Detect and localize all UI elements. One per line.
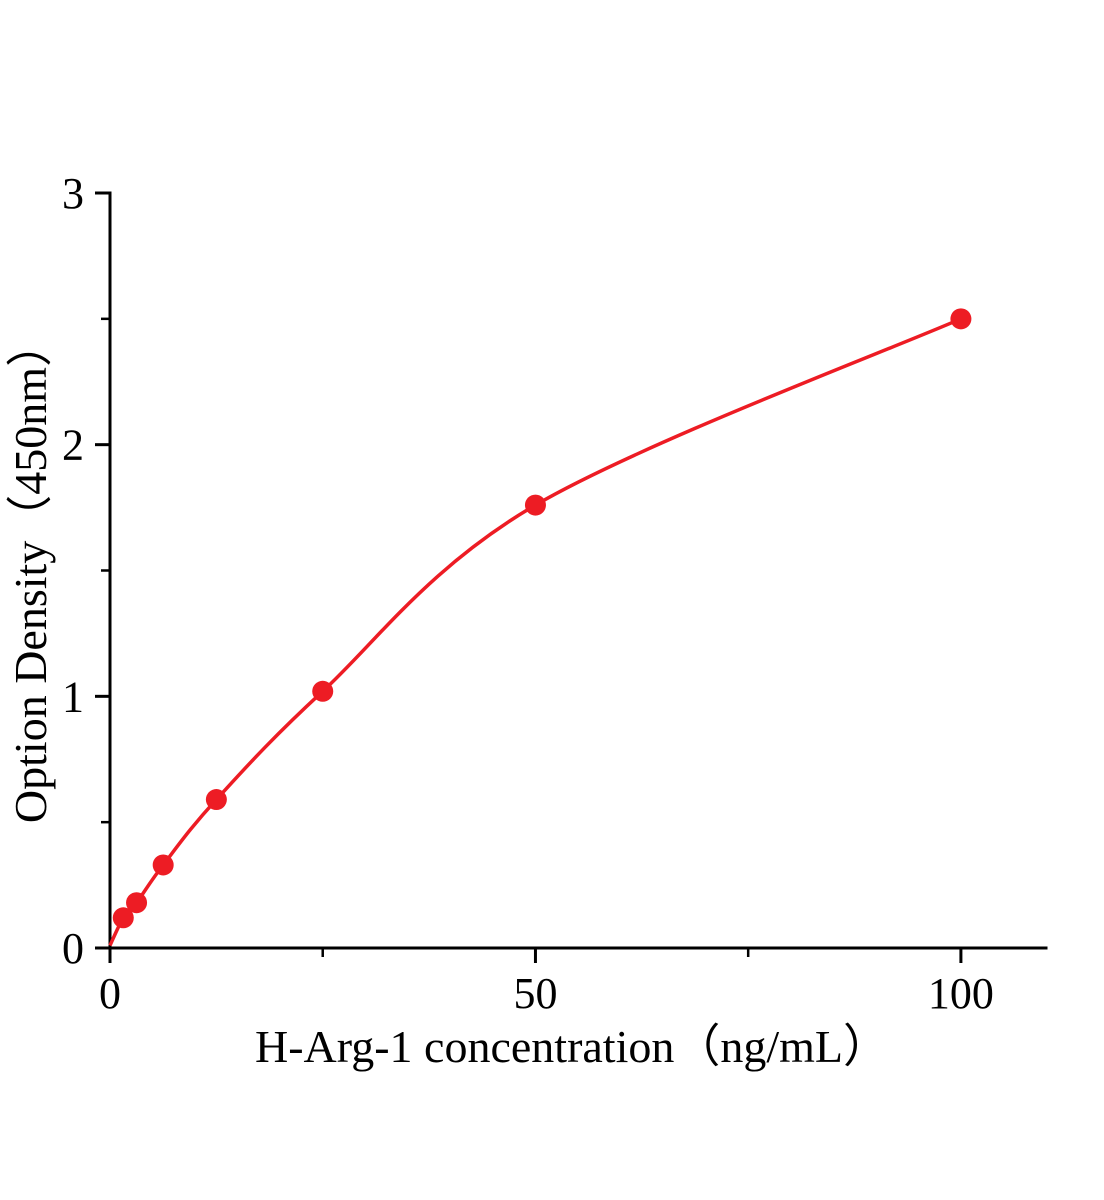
data-point <box>950 308 972 330</box>
y-axis-label: Option Density（450nm） <box>5 321 56 823</box>
y-tick-label: 3 <box>62 169 84 218</box>
x-axis-label: H-Arg-1 concentration（ng/mL） <box>255 1021 889 1072</box>
data-point <box>152 854 174 876</box>
y-tick-label: 1 <box>62 672 84 721</box>
y-tick-label: 0 <box>62 924 84 973</box>
fit-curve <box>108 317 962 947</box>
data-point <box>112 907 134 929</box>
data-point <box>524 494 546 516</box>
data-point <box>205 789 227 811</box>
axis-lines <box>108 191 1048 950</box>
data-point <box>126 892 148 914</box>
y-tick-label: 2 <box>62 421 84 470</box>
x-tick-label: 0 <box>99 969 121 1018</box>
x-tick-label: 50 <box>513 969 557 1018</box>
x-tick-label: 100 <box>928 969 994 1018</box>
data-point <box>312 680 334 702</box>
plot-area: 0 50 100 0 1 2 3 <box>62 169 1048 1018</box>
